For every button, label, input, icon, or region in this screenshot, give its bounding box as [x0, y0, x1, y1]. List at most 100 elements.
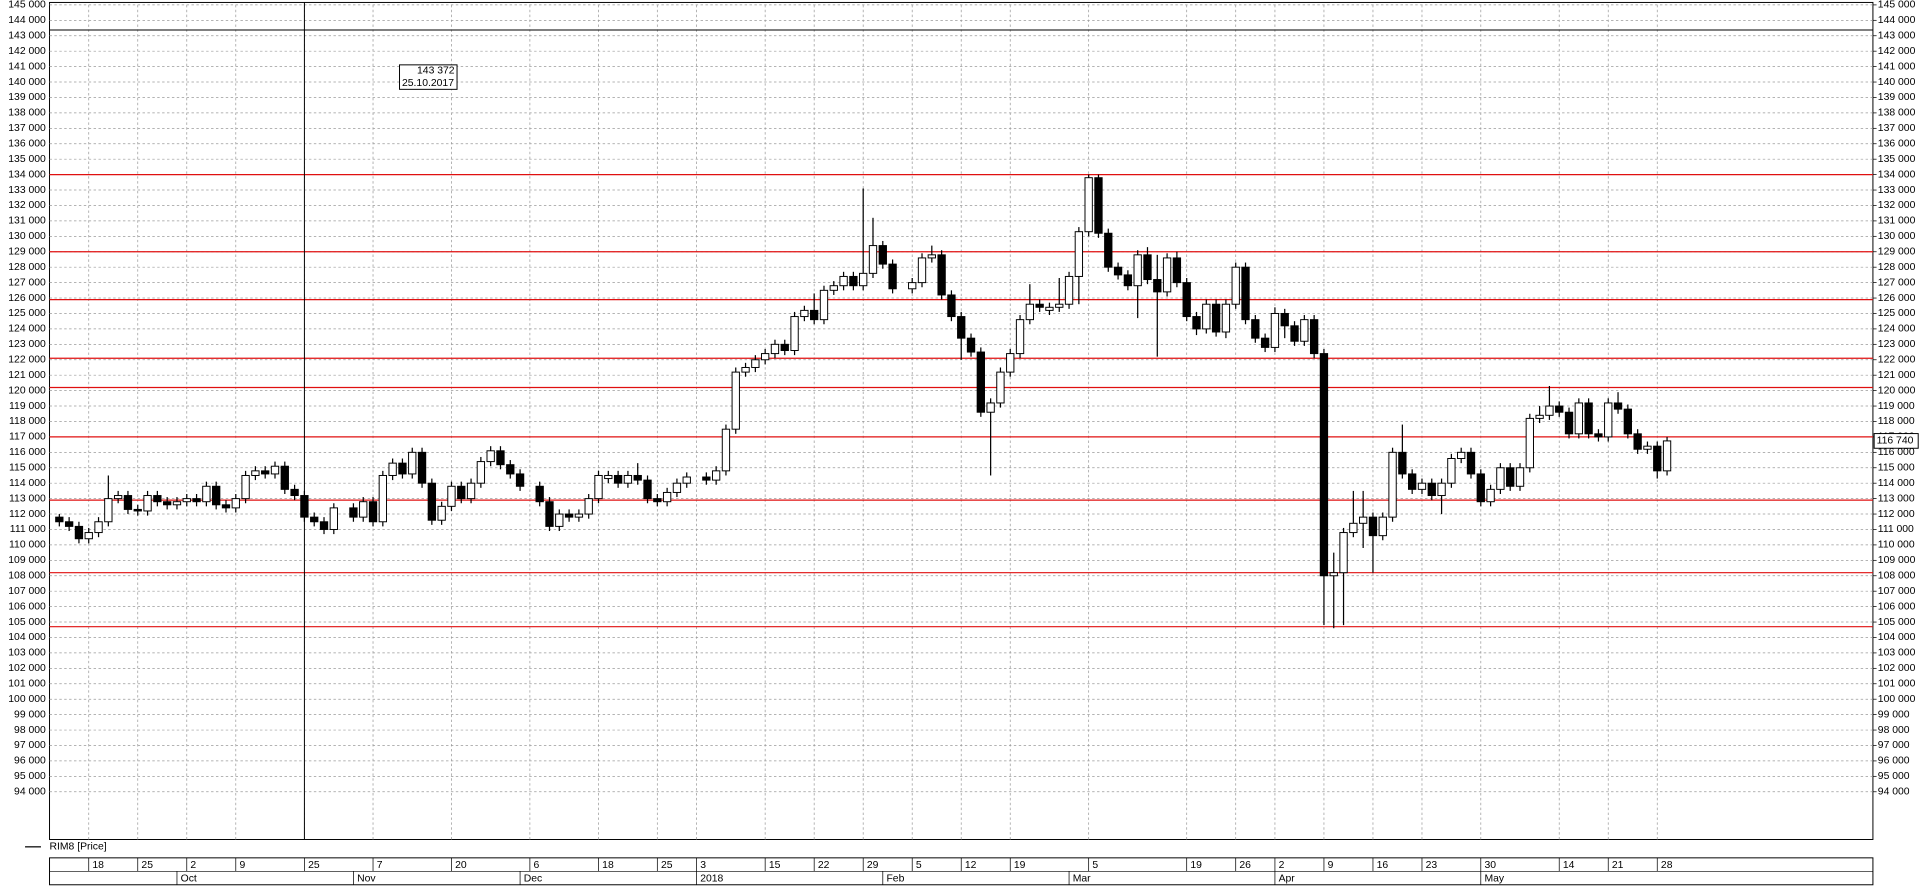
candle-body [574, 513, 584, 518]
candle-body [1015, 319, 1025, 355]
y-tick-label: 120 000 [8, 385, 46, 396]
y-tick-label-right: 106 000 [1878, 601, 1916, 612]
candle-body [1643, 445, 1652, 450]
candle-body [74, 525, 84, 540]
last-price-box [1873, 433, 1919, 449]
y-tick-label: 106 000 [8, 601, 46, 612]
y-tick-label-right: 133 000 [1878, 185, 1916, 196]
y-tick-label: 119 000 [9, 401, 46, 412]
y-tick-label: 104 000 [8, 632, 46, 643]
y-tick-label-right: 102 000 [1878, 663, 1916, 674]
candle-body [1153, 279, 1162, 293]
candle-body [741, 366, 750, 373]
candle-body [1398, 451, 1407, 475]
candle-body [94, 521, 103, 534]
x-tick-label: 2 [190, 860, 196, 871]
candle-body [1662, 440, 1672, 472]
candle-body [1496, 467, 1505, 490]
candle-body [721, 428, 731, 472]
crosshair-date: 25.10.2017 [402, 78, 454, 89]
y-tick-label-right: 113 000 [1878, 493, 1915, 504]
y-tick-label-right: 107 000 [1878, 586, 1916, 597]
y-tick-label-right: 126 000 [1878, 293, 1916, 304]
candle-body [594, 474, 603, 500]
x-tick-label: 29 [867, 860, 879, 871]
candle-body [1378, 516, 1387, 537]
y-tick-label: 132 000 [8, 200, 46, 211]
month-label: Oct [181, 873, 197, 884]
x-tick-label: 21 [1612, 860, 1624, 871]
candle-body [613, 474, 623, 484]
candle-body [1623, 408, 1633, 435]
y-tick-label: 134 000 [8, 169, 46, 180]
y-tick-label: 143 000 [8, 31, 46, 42]
x-tick-label: 22 [818, 860, 830, 871]
candle-body [163, 501, 172, 506]
y-tick-label: 129 000 [8, 247, 46, 258]
candle-body [819, 289, 829, 321]
candle-body [270, 465, 280, 475]
y-tick-label-right: 98 000 [1878, 725, 1910, 736]
candle-body [927, 254, 936, 259]
y-tick-label: 98 000 [14, 725, 46, 736]
candle-body [1221, 303, 1231, 333]
x-tick-label: 6 [534, 860, 540, 871]
candle-body [653, 498, 662, 503]
candle-body [868, 245, 878, 274]
month-label: May [1484, 873, 1504, 884]
y-tick-label-right: 135 000 [1878, 154, 1916, 165]
y-tick-label-right: 124 000 [1878, 324, 1916, 335]
candle-body [231, 498, 240, 509]
y-tick-label-right: 130 000 [1878, 231, 1916, 242]
y-tick-label-right: 105 000 [1878, 617, 1916, 628]
crosshair-value: 143 372 [417, 66, 455, 77]
candle-body [447, 485, 456, 507]
y-tick-label-right: 103 000 [1878, 648, 1916, 659]
candle-body [221, 504, 231, 509]
candle-body [1133, 254, 1142, 287]
month-label: Dec [524, 873, 542, 884]
candle-body [1113, 266, 1123, 276]
y-tick-label: 118 000 [9, 416, 46, 427]
y-tick-label-right: 128 000 [1878, 262, 1916, 273]
y-tick-label-right: 110 000 [1878, 540, 1915, 551]
candle-body [1545, 405, 1554, 416]
candle-body [1525, 417, 1534, 469]
y-tick-label-right: 122 000 [1878, 355, 1916, 366]
y-tick-label: 105 000 [8, 617, 46, 628]
candle-body [192, 498, 201, 503]
candle-body [780, 343, 789, 351]
y-tick-label: 136 000 [8, 139, 46, 150]
candle-body [1535, 414, 1544, 419]
y-tick-label: 103 000 [8, 648, 46, 659]
y-tick-label: 145 000 [8, 0, 46, 11]
candle-body [711, 470, 721, 481]
x-tick-label: 25 [141, 860, 153, 871]
candle-body [888, 263, 897, 290]
candle-body [1604, 402, 1613, 438]
candle-body [1084, 177, 1093, 233]
y-tick-label: 108 000 [8, 571, 46, 582]
candle-body [800, 309, 809, 318]
candle-body [310, 516, 319, 523]
candle-body [623, 474, 633, 484]
candle-body [64, 521, 74, 527]
candle-body [957, 316, 966, 339]
candle-body [251, 470, 260, 476]
candle-body [1251, 319, 1260, 339]
candle-body [437, 505, 446, 521]
y-tick-label-right: 142 000 [1878, 46, 1916, 57]
y-tick-label: 94 000 [14, 787, 46, 798]
candle-body [1653, 445, 1662, 472]
y-tick-label-right: 139 000 [1878, 92, 1916, 103]
candle-body [280, 465, 289, 490]
candle-body [1300, 319, 1309, 342]
y-tick-label: 115 000 [9, 463, 46, 474]
candle-body [1241, 266, 1250, 321]
y-tick-label: 99 000 [14, 709, 46, 720]
y-tick-label-right: 140 000 [1878, 77, 1916, 88]
y-tick-label: 123 000 [8, 339, 46, 350]
candle-body [751, 359, 760, 368]
y-tick-label-right: 137 000 [1878, 123, 1916, 134]
